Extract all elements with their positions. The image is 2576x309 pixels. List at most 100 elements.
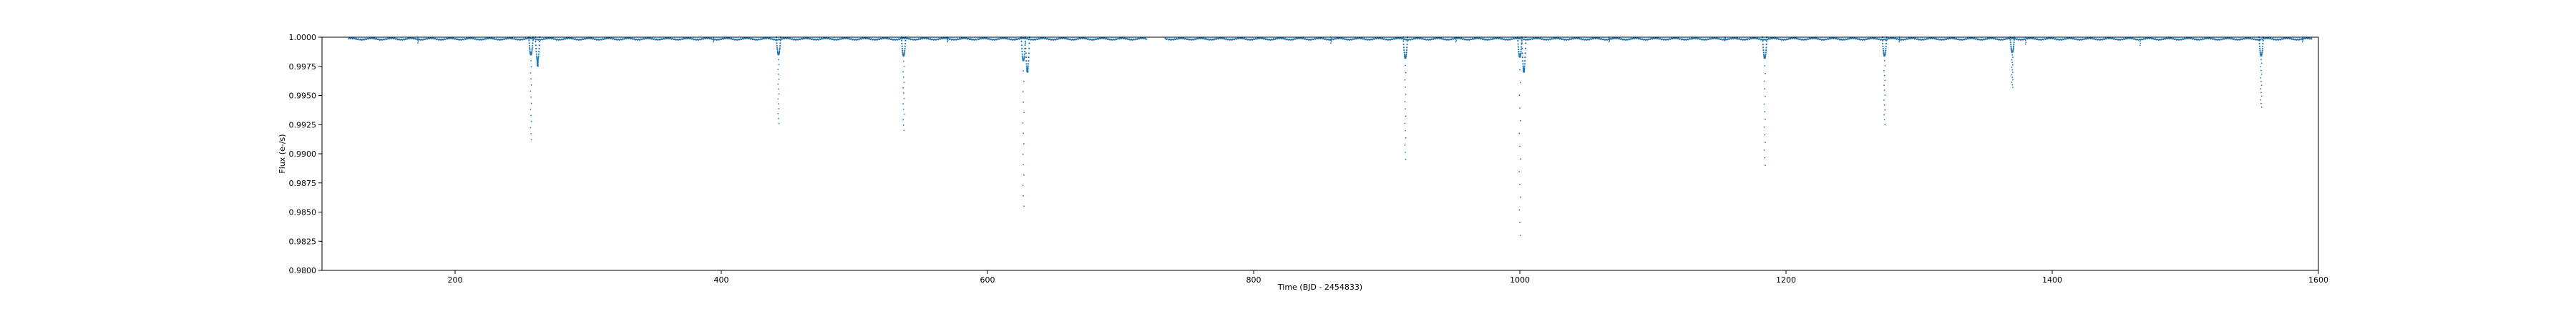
transit-point [1405,87,1406,88]
transit-point [777,54,779,56]
baseline-point [2311,38,2313,40]
transit-point [1404,101,1406,103]
transit-point [901,42,903,45]
transit-point [2012,47,2014,49]
transit-point [528,39,530,41]
minor-dip-point [2140,39,2142,40]
transit-point [1765,165,1766,167]
transit-point [2009,39,2011,41]
transit-point [1022,57,1024,59]
transit-point [530,102,532,104]
transit-point [2260,81,2262,82]
transit-point [1765,46,1767,49]
minor-dip-point [1330,41,1332,42]
transit-point [778,117,779,119]
minor-dip-point [1724,40,1726,41]
transit-point [1763,80,1765,82]
transit-point [1762,40,1764,42]
transit-point [1883,55,1885,57]
transit-point [1023,53,1025,55]
transit-point [2011,67,2013,68]
minor-dip-point [1609,40,1611,41]
transit-point [1884,124,1886,126]
minor-dip-point [2024,43,2026,45]
transit-point [777,98,779,100]
transit-point [1027,65,1029,67]
transit-point [1763,126,1765,128]
transit-point [1522,65,1524,67]
transit-point [1765,49,1767,52]
transit-point [1027,67,1029,69]
transit-point [1520,52,1522,54]
transit-point [2258,39,2260,41]
transit-point [530,84,532,86]
transit-point [1022,59,1024,62]
transit-point [2010,46,2012,48]
transit-point [530,54,532,56]
transit-point [1519,235,1521,236]
transit-point [1521,42,1523,44]
transit-point [1883,49,1885,52]
minor-dip-point [1455,39,1457,41]
x-tick-label: 1400 [2042,275,2062,285]
transit-point [2260,77,2262,79]
transit-point [1025,57,1028,59]
transit-point [902,87,904,89]
transit-point [779,42,781,44]
transit-point [777,69,779,70]
minor-dip-point [947,37,949,39]
transit-point [530,66,532,68]
transit-point [901,48,904,50]
transit-point [1523,72,1526,73]
transit-point [1022,185,1024,187]
transit-point [2013,44,2015,46]
transit-point [530,127,532,129]
transit-point [1405,53,1407,56]
transit-point [1525,42,1527,44]
transit-point [1023,70,1025,72]
minor-dip-point [417,39,419,41]
transit-point [1517,46,1519,48]
transit-point [1023,112,1025,114]
transit-point [902,52,904,54]
minor-dip-point [947,39,949,41]
transit-point [1883,99,1885,101]
transit-point [1883,104,1885,106]
transit-point [904,49,906,52]
transit-point [1765,52,1767,54]
transit-point [779,49,781,51]
transit-point [903,114,905,115]
transit-point [1405,159,1407,161]
transit-point [903,129,905,132]
transit-point [1402,44,1405,46]
transit-point [1764,157,1766,159]
y-tick-label: 0.9950 [289,92,317,101]
transit-point [1023,174,1025,176]
transit-point [2011,54,2014,56]
transit-point [903,66,905,67]
transit-point [1405,49,1407,52]
transit-point [1406,46,1408,49]
transit-point [2012,57,2014,59]
transit-point [1885,39,1888,41]
transit-point [1405,115,1407,117]
transit-point [2011,69,2014,71]
transit-point [1521,46,1523,48]
transit-point [1028,57,1030,59]
transit-point [2260,99,2262,101]
transit-point [1404,144,1406,146]
transit-point [1020,40,1023,43]
transit-point [2010,47,2012,49]
transit-point [1883,89,1885,92]
transit-point [530,97,532,98]
transit-point [1765,44,1767,46]
transit-point [1405,152,1406,153]
transit-point [1524,52,1526,54]
transit-point [779,39,781,41]
transit-point [1519,69,1521,71]
transit-point [532,44,534,47]
transit-point [529,50,531,53]
y-tick-label: 0.9800 [289,266,317,275]
minor-dip-point [1330,42,1332,44]
